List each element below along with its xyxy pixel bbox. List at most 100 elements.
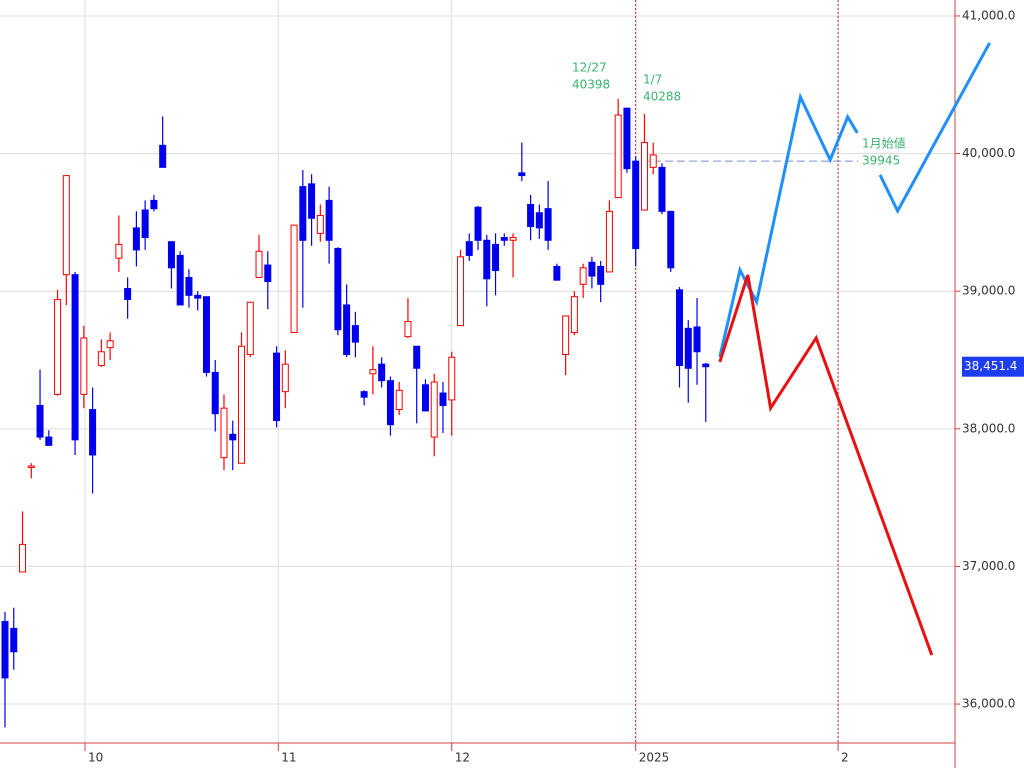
x-tick-label: 12: [455, 751, 470, 765]
candle-body: [220, 407, 228, 459]
candle-body: [325, 199, 333, 241]
projection-line: [718, 42, 991, 358]
candle-body: [185, 276, 193, 296]
candle-body: [544, 208, 552, 241]
candle-body: [115, 243, 123, 259]
y-tick-label: 39,000.0: [962, 284, 1015, 298]
price-tag: [962, 356, 1024, 377]
candle-body: [27, 465, 35, 468]
candle-body: [141, 209, 149, 239]
candle-body: [211, 371, 219, 415]
candle-body: [579, 267, 587, 285]
candle-body: [483, 239, 491, 280]
candle-body: [334, 248, 342, 331]
candle-body: [535, 212, 543, 229]
y-tick-label: 37,000.0: [962, 559, 1015, 573]
candle-body: [413, 345, 421, 369]
candle-body: [62, 175, 70, 276]
candle-body: [632, 160, 640, 250]
y-tick-label: 38,000.0: [962, 421, 1015, 435]
candle-body: [202, 296, 210, 373]
candle-body: [474, 206, 482, 241]
annotation-value: 40398: [572, 78, 610, 92]
annotation-value: 40288: [643, 90, 681, 104]
x-tick-label: 2025: [639, 751, 670, 765]
candle-body: [150, 199, 158, 210]
candle-body: [658, 166, 666, 212]
candle-body: [351, 325, 359, 343]
candle-body: [448, 356, 456, 401]
candle-body: [308, 183, 316, 219]
candle-body: [684, 327, 692, 369]
candle-body: [605, 210, 613, 273]
candle-body: [299, 186, 307, 241]
candle-body: [273, 352, 281, 422]
y-tick-label: 41,000.0: [962, 8, 1015, 22]
candle-body: [124, 287, 132, 300]
candle-body: [500, 237, 508, 241]
candle-body: [553, 265, 561, 281]
candle-body: [439, 392, 447, 406]
candle-body: [421, 384, 429, 412]
candle-body: [19, 543, 27, 573]
projection-line: [718, 274, 934, 656]
candle-body: [255, 250, 263, 278]
candle-body: [343, 304, 351, 356]
candle-body: [518, 172, 526, 177]
candle-body: [570, 296, 578, 333]
candle-body: [238, 345, 246, 464]
candle-body: [167, 241, 175, 269]
x-tick-label: 10: [88, 751, 103, 765]
candle-body: [132, 227, 140, 251]
x-tick-label: 2: [841, 751, 849, 765]
candle-body: [430, 381, 438, 438]
candle-body: [640, 142, 648, 211]
candle-body: [588, 261, 596, 277]
candle-body: [97, 351, 105, 367]
candle-body: [45, 436, 53, 446]
candle-body: [176, 254, 184, 306]
price-tag-label: 38,451.4: [964, 359, 1017, 373]
candle-body: [386, 380, 394, 426]
candle-body: [693, 326, 701, 353]
candle-body: [667, 210, 675, 269]
candle-body: [80, 337, 88, 395]
candle-body: [264, 264, 272, 283]
candle-body: [562, 315, 570, 356]
annotation-date: 1/7: [643, 73, 662, 87]
candle-body: [246, 301, 254, 356]
candle-body: [676, 289, 684, 367]
candle-body: [54, 298, 62, 395]
candle-body: [597, 265, 605, 285]
candle-body: [649, 154, 657, 168]
candle-body: [89, 409, 97, 456]
candle-body: [623, 107, 631, 170]
candle-body: [509, 237, 517, 241]
candle-body: [106, 340, 114, 349]
candle-body: [159, 144, 167, 168]
y-tick-label: 36,000.0: [962, 697, 1015, 711]
candle-body: [10, 627, 18, 653]
candle-body: [527, 204, 535, 228]
candle-body: [360, 391, 368, 398]
candle-body: [369, 369, 377, 375]
candle-body: [614, 114, 622, 199]
candle-body: [290, 224, 298, 333]
candle-body: [457, 256, 465, 327]
annotation-label: 1月始値: [862, 136, 906, 151]
annotation-date: 12/27: [572, 61, 607, 75]
annotation-value: 39945: [862, 154, 900, 168]
candle-body: [492, 243, 500, 272]
candle-body: [281, 363, 289, 393]
candle-body: [378, 363, 386, 382]
x-tick-label: 11: [281, 751, 296, 765]
candle-body: [71, 274, 79, 441]
candle-body: [465, 241, 473, 256]
y-tick-label: 40,000.0: [962, 146, 1015, 160]
candle-body: [395, 389, 403, 411]
candle-body: [194, 294, 202, 299]
candle-body: [404, 320, 412, 338]
candle-body: [36, 404, 44, 438]
candle-body: [1, 620, 9, 679]
